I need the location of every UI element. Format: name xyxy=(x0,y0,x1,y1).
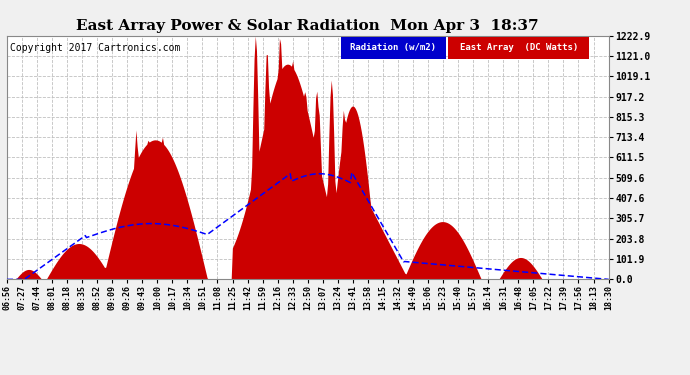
FancyBboxPatch shape xyxy=(341,37,446,59)
FancyBboxPatch shape xyxy=(448,37,589,59)
Text: East Array  (DC Watts): East Array (DC Watts) xyxy=(460,44,578,52)
Text: Copyright 2017 Cartronics.com: Copyright 2017 Cartronics.com xyxy=(10,43,181,52)
Text: Radiation (w/m2): Radiation (w/m2) xyxy=(351,44,437,52)
Title: East Array Power & Solar Radiation  Mon Apr 3  18:37: East Array Power & Solar Radiation Mon A… xyxy=(77,19,539,33)
